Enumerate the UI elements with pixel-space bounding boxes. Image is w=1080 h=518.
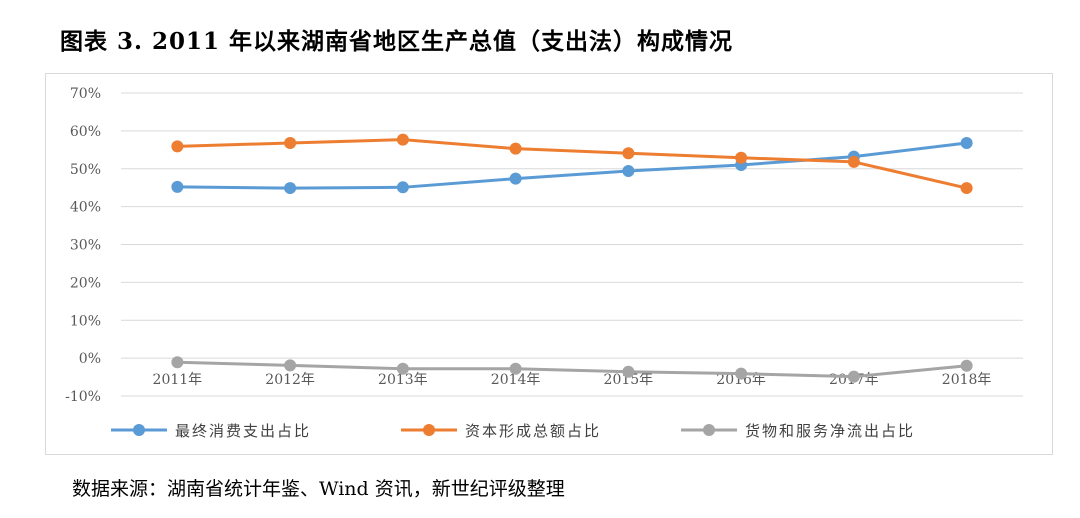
data-point [960,136,973,149]
data-point [509,362,522,375]
series-2 [171,133,973,195]
data-point [622,165,635,178]
y-tick-label: 20% [70,275,101,291]
data-point [847,370,860,383]
data-source-note: 数据来源：湖南省统计年鉴、Wind 资讯，新世纪评级整理 [72,478,565,500]
data-point [284,136,297,149]
y-tick-label: 70% [70,86,101,102]
x-tick-label: 2018年 [942,372,992,388]
x-tick-label: 2016年 [716,372,766,388]
legend-label: 最终消费支出占比 [175,422,311,440]
data-point [171,140,184,153]
line-chart: 70% 60% 50% 40% 30% 20% 10% 0% -10% 2011年 2012年 20… [65,86,1023,440]
y-tick-label: -10% [65,389,101,405]
y-tick-label: 60% [70,124,101,140]
figure-title: 图表 3. 2011 年以来湖南省地区生产总值（支出法）构成情况 [60,28,734,55]
legend-marker [133,424,145,436]
data-point [622,147,635,160]
x-tick-label: 2014年 [491,372,541,388]
data-point [396,133,409,146]
y-tick-label: 0% [79,351,101,367]
data-point [960,182,973,195]
data-point [960,359,973,372]
legend-label: 资本形成总额占比 [465,422,601,440]
series-line [177,360,967,379]
data-point [284,359,297,372]
chart-frame: 70% 60% 50% 40% 30% 20% 10% 0% -10% 2011年 2012年 20… [45,73,1053,455]
y-tick-label: 50% [70,162,101,178]
series-line [177,138,967,190]
x-tick-label: 2015年 [604,372,654,388]
legend-item: 资本形成总额占比 [401,422,601,440]
legend: 最终消费支出占比 资本形成总额占比 货物和服务净流出占比 [111,422,915,440]
data-point [509,172,522,185]
data-point [396,362,409,375]
legend-marker [423,424,435,436]
data-point [847,155,860,168]
gridlines [121,92,1023,397]
data-point [622,365,635,378]
series-3 [171,356,973,383]
data-point [171,180,184,193]
data-point [171,356,184,369]
data-point [735,151,748,164]
y-tick-label: 30% [70,238,101,254]
x-axis-ticks: 2011年2012年2013年2014年2015年2016年2017年2018年 [153,372,992,388]
legend-item: 货物和服务净流出占比 [681,422,915,440]
x-tick-label: 2011年 [153,372,203,388]
legend-marker [703,424,715,436]
y-tick-label: 40% [70,200,101,216]
data-point [735,367,748,380]
series-lines [171,133,973,383]
y-tick-label: 10% [70,313,101,329]
y-axis-ticks: 70% 60% 50% 40% 30% 20% 10% 0% -10% [65,86,101,405]
data-point [509,142,522,155]
legend-label: 货物和服务净流出占比 [745,422,915,440]
x-tick-label: 2012年 [265,372,315,388]
legend-item: 最终消费支出占比 [111,422,311,440]
x-tick-label: 2013年 [378,372,428,388]
data-point [396,181,409,194]
series-line [177,141,967,190]
data-point [284,182,297,195]
